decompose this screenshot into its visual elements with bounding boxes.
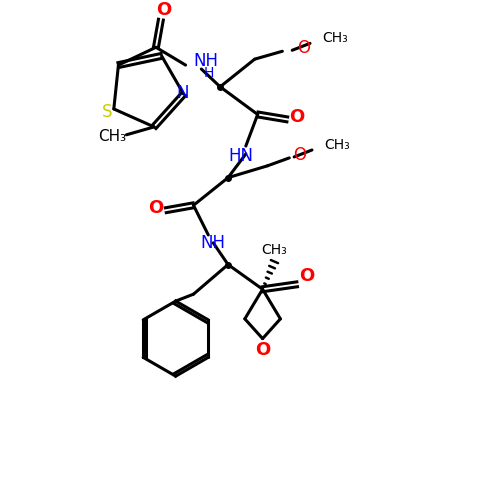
Text: CH₃: CH₃ [98, 130, 126, 144]
Text: O: O [298, 40, 310, 58]
Text: H: H [204, 66, 214, 80]
Text: NH: NH [200, 234, 226, 252]
Text: CH₃: CH₃ [262, 242, 287, 256]
Text: O: O [148, 200, 164, 218]
Text: CH₃: CH₃ [322, 32, 347, 46]
Text: O: O [156, 1, 172, 19]
Text: HN: HN [228, 147, 254, 165]
Text: NH: NH [194, 52, 218, 70]
Text: CH₃: CH₃ [324, 138, 349, 152]
Text: O: O [292, 146, 306, 164]
Text: O: O [255, 342, 270, 359]
Text: N: N [176, 84, 189, 102]
Text: S: S [102, 103, 112, 121]
Text: O: O [290, 108, 305, 126]
Text: O: O [300, 268, 314, 285]
